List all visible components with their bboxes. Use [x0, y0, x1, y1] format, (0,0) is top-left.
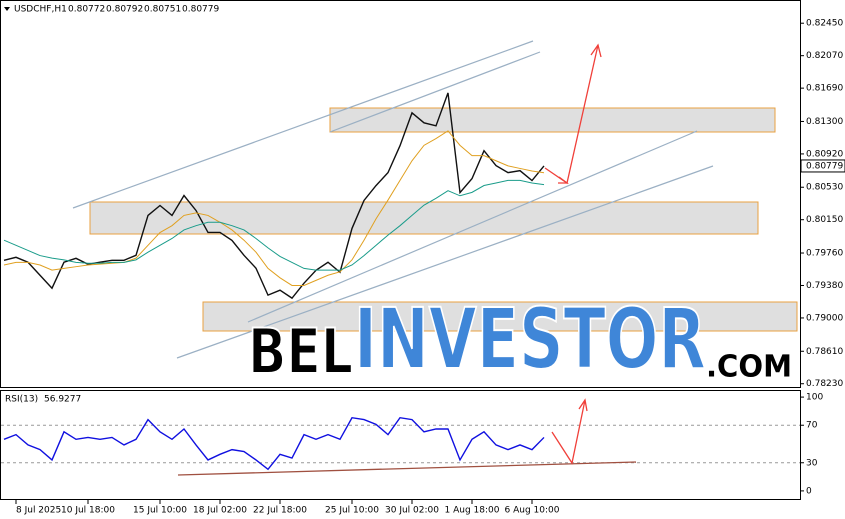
rsi-trendline: [177, 461, 637, 476]
symbol: USDCHF,H1: [14, 5, 67, 15]
rsi-title: RSI(13): [5, 395, 38, 405]
y-tick-label: 100: [806, 393, 823, 403]
y-tick-label: 0.79000: [806, 313, 843, 323]
y-tick-label: 0.80530: [806, 183, 843, 193]
channel-line: [247, 130, 698, 323]
price-tag-label: 0.80779: [806, 161, 843, 171]
y-tick-label: 0.80920: [806, 149, 843, 159]
watermark: BEL: [248, 315, 353, 388]
ohlc: 0.80792: [106, 5, 143, 15]
ohlc: 0.80772: [68, 5, 105, 15]
arrow-head: [578, 398, 588, 412]
channel-line: [72, 40, 534, 209]
arrow-head: [558, 176, 569, 184]
channel-line: [329, 51, 541, 133]
plot-layer: [1, 92, 800, 471]
channel-line: [176, 165, 714, 359]
watermark: INVESTOR: [354, 290, 706, 388]
y-tick-label: 0.79760: [806, 249, 843, 259]
price-pane: [0, 0, 801, 388]
forecast-arrow: [551, 399, 586, 465]
support-zone: [202, 301, 798, 332]
y-tick-label: 0: [806, 486, 812, 496]
resistance-zone: [329, 107, 776, 133]
price-tag: [800, 159, 845, 173]
y-tick-label: 70: [806, 421, 818, 431]
x-tick-label: 30 Jul 02:00: [385, 506, 439, 516]
watermark: .COM: [706, 350, 792, 385]
x-tick-label: 1 Aug 18:00: [445, 506, 500, 516]
y-tick-label: 0.82070: [806, 51, 843, 61]
x-tick-label: 22 Jul 18:00: [253, 506, 307, 516]
y-tick-label: 0.80150: [806, 215, 843, 225]
ohlc: 0.80751: [144, 5, 181, 15]
x-tick-label: 25 Jul 10:00: [325, 506, 379, 516]
rsi-value: 56.9277: [44, 395, 81, 405]
x-tick-label: 15 Jul 10:00: [133, 506, 187, 516]
line-series: [3, 179, 545, 271]
y-tick-label: 30: [806, 458, 818, 468]
y-tick-label: 0.78610: [806, 347, 843, 357]
line-series: [3, 416, 545, 471]
line-series: [3, 130, 545, 286]
ohlc: 0.80779: [182, 5, 219, 15]
support-zone: [89, 201, 759, 235]
y-tick-label: 0.79380: [806, 281, 843, 291]
arrow-head: [590, 43, 602, 58]
y-tick-label: 0.82450: [806, 19, 843, 29]
y-tick-label: 0.81300: [806, 117, 843, 127]
rsi-pane: [0, 390, 801, 500]
x-tick-label: 8 Jul 2025: [16, 506, 61, 516]
x-tick-label: 10 Jul 18:00: [61, 506, 115, 516]
x-tick-label: 6 Aug 10:00: [505, 506, 560, 516]
y-tick-label: 0.81690: [806, 84, 843, 94]
y-tick-label: 0.78230: [806, 379, 843, 389]
menu-triangle[interactable]: [4, 7, 10, 11]
x-tick-label: 18 Jul 02:00: [193, 506, 247, 516]
